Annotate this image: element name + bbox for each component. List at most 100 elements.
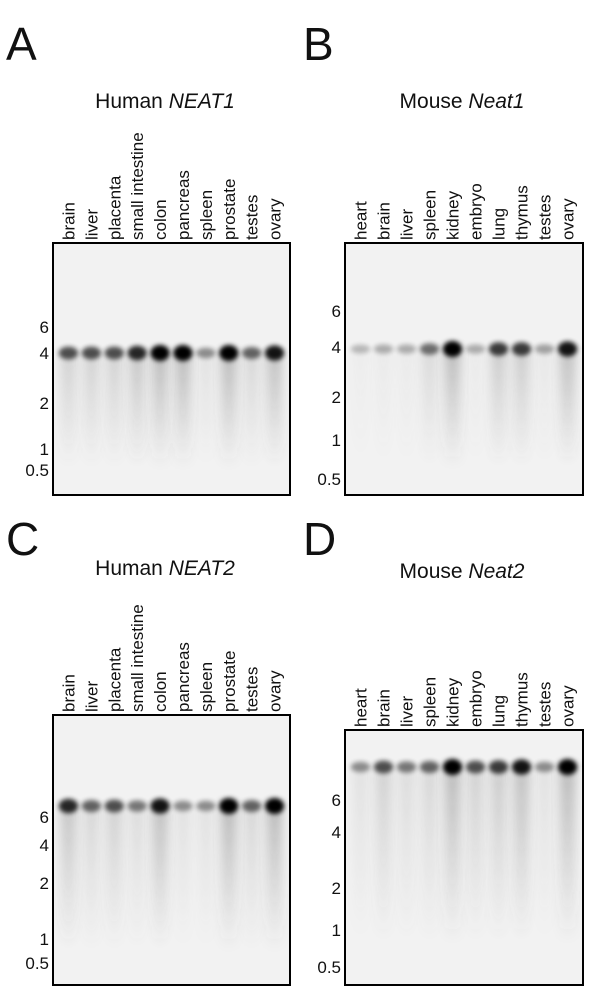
lane-label: spleen [197, 190, 216, 240]
panel-title: Mouse Neat2 [400, 560, 525, 583]
lane-smear [490, 349, 507, 466]
lane-smear [60, 353, 77, 467]
lane-smear [467, 349, 484, 466]
lane-label: colon [151, 671, 170, 712]
band [373, 760, 394, 774]
band [419, 761, 440, 773]
lane-label: liver [398, 695, 417, 727]
band [58, 346, 79, 360]
band [465, 344, 486, 354]
panel-letter: A [6, 18, 37, 70]
lane-label: liver [398, 208, 417, 240]
lane-label: embryo [467, 670, 486, 727]
panel-letter: B [303, 18, 334, 70]
band [104, 799, 124, 813]
lane-label: testes [243, 195, 262, 240]
band [219, 798, 239, 814]
lane-smear [559, 349, 576, 466]
band [511, 759, 532, 775]
panel: C Human NEAT2 brain liver placenta small inte… [6, 513, 291, 986]
lane-label: testes [536, 195, 555, 240]
lane-smear [444, 349, 461, 466]
band [534, 344, 555, 354]
lane-smear [106, 353, 123, 467]
lane-label: lung [490, 208, 509, 240]
lane-label: liver [82, 680, 101, 712]
band [350, 344, 371, 354]
size-marker: 6 [332, 791, 341, 810]
band [488, 342, 509, 356]
lane-label: pancreas [174, 642, 193, 712]
size-marker: 1 [40, 930, 49, 949]
size-marker: 6 [40, 808, 49, 827]
lane-label: colon [151, 199, 170, 240]
lane-label: placenta [105, 647, 124, 712]
lane-label: thymus [513, 672, 532, 727]
lane-smear [60, 806, 77, 950]
size-marker: 1 [40, 440, 49, 459]
lane-smear [243, 353, 260, 467]
lane-smear [129, 806, 146, 950]
panel-letter: C [6, 513, 39, 565]
band [173, 800, 193, 812]
panel-title: Human NEAT1 [95, 90, 235, 113]
lane-label: ovary [559, 198, 578, 240]
lane-label: small intestine [128, 132, 147, 240]
size-marker: 4 [332, 823, 341, 842]
panel: D Mouse Neat2 heart brain liver spleen kidney e… [303, 513, 584, 986]
band [373, 344, 394, 354]
lane-label: embryo [467, 183, 486, 240]
lane-smear [197, 353, 214, 467]
panel: B Mouse Neat1 heart brain liver spleen kidney e… [303, 18, 584, 496]
size-marker: 0.5 [317, 470, 341, 489]
lane-label: thymus [513, 185, 532, 240]
band [58, 798, 79, 814]
lane-label: lung [490, 695, 509, 727]
size-marker: 2 [40, 874, 49, 893]
lane-label: pancreas [174, 170, 193, 240]
lane-smear [243, 806, 260, 950]
lane-label: ovary [559, 685, 578, 727]
band [242, 800, 262, 812]
band [396, 761, 417, 773]
band [173, 345, 193, 361]
size-marker: 2 [40, 394, 49, 413]
lane-label: spleen [421, 190, 440, 240]
band [150, 345, 170, 361]
lane-smear [129, 353, 146, 467]
panel: A Human NEAT1 brain liver placenta small inte… [6, 18, 291, 496]
lane-smear [83, 353, 100, 467]
lane-smear [375, 349, 392, 466]
band [557, 341, 578, 357]
lane-smear [152, 806, 169, 950]
size-marker: 1 [332, 431, 341, 450]
title-species: Mouse [400, 560, 463, 583]
lane-label: brain [59, 674, 78, 712]
size-marker: 0.5 [25, 954, 49, 973]
band [488, 760, 509, 774]
lane-smear [375, 767, 392, 942]
panel-title: Human NEAT2 [95, 557, 235, 580]
size-marker: 6 [332, 302, 341, 321]
lane-smear [352, 767, 369, 942]
lane-smear [220, 353, 237, 467]
lane-smear [490, 767, 507, 942]
lane-label: brain [375, 202, 394, 240]
lane-smear [559, 767, 576, 942]
lane-smear [536, 349, 553, 466]
size-marker: 2 [332, 388, 341, 407]
lane-smear [421, 349, 438, 466]
lane-smear [83, 806, 100, 950]
title-gene: NEAT2 [169, 557, 235, 580]
lane-label: heart [352, 201, 371, 240]
band [150, 798, 170, 814]
lane-smear [398, 767, 415, 942]
title-species: Human [95, 90, 163, 113]
lane-label: testes [536, 682, 555, 727]
lane-label: heart [352, 688, 371, 727]
title-gene: NEAT1 [169, 90, 235, 113]
lane-smear [106, 806, 123, 950]
band [264, 345, 285, 361]
band [442, 759, 463, 775]
